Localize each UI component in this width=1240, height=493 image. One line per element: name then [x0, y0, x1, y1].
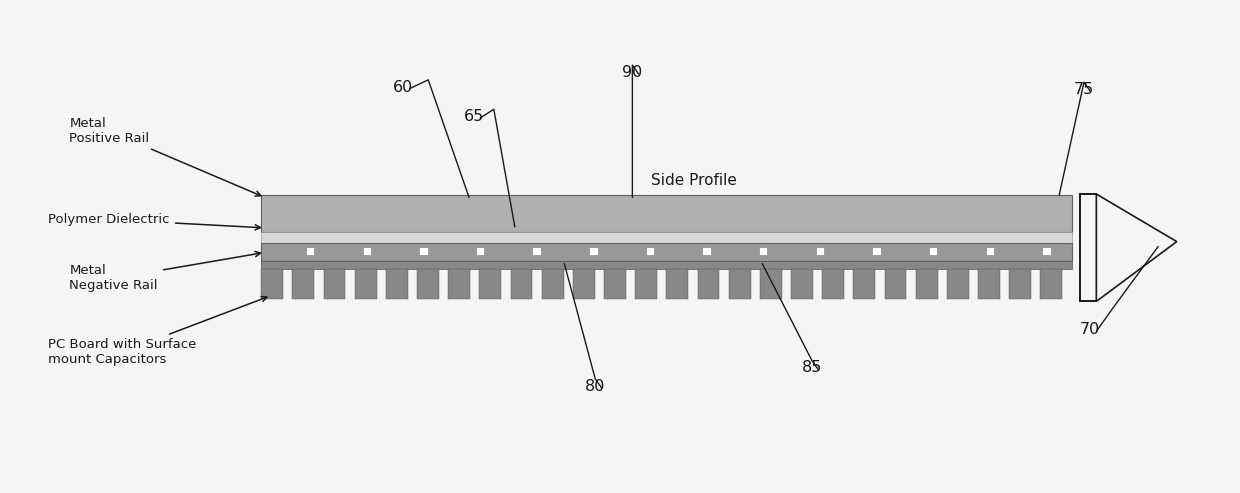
Bar — [293, 269, 314, 299]
Bar — [987, 248, 994, 255]
Bar — [573, 269, 595, 299]
Bar — [262, 232, 1071, 243]
Bar — [760, 269, 781, 299]
Bar — [853, 269, 875, 299]
Text: Side Profile: Side Profile — [651, 173, 737, 188]
Bar — [448, 269, 470, 299]
Bar — [729, 269, 750, 299]
Bar — [978, 269, 999, 299]
Bar — [647, 248, 655, 255]
Text: 75: 75 — [1074, 82, 1094, 97]
Bar — [930, 248, 937, 255]
Text: 80: 80 — [585, 379, 605, 394]
Bar — [884, 269, 906, 299]
Bar — [590, 248, 598, 255]
Text: 60: 60 — [393, 80, 414, 95]
Bar — [542, 269, 563, 299]
Bar — [262, 243, 1071, 261]
Bar — [947, 269, 968, 299]
Bar — [262, 261, 1071, 269]
Bar — [760, 248, 768, 255]
Bar — [1040, 269, 1063, 299]
Text: 70: 70 — [1080, 322, 1100, 338]
Bar — [916, 269, 937, 299]
Bar — [417, 269, 439, 299]
Text: Metal
Positive Rail: Metal Positive Rail — [69, 117, 260, 196]
Bar — [308, 248, 315, 255]
Bar — [477, 248, 485, 255]
Bar — [324, 269, 346, 299]
Bar — [817, 248, 825, 255]
Text: Polymer Dielectric: Polymer Dielectric — [48, 213, 260, 230]
Bar — [511, 269, 532, 299]
Bar — [698, 269, 719, 299]
Bar — [262, 195, 1071, 232]
Bar — [420, 248, 428, 255]
Bar — [666, 269, 688, 299]
Text: 85: 85 — [801, 360, 822, 375]
Bar — [1043, 248, 1050, 255]
Text: 65: 65 — [464, 109, 484, 124]
Bar — [703, 248, 711, 255]
Bar — [873, 248, 880, 255]
Bar — [480, 269, 501, 299]
Bar — [533, 248, 541, 255]
Bar — [822, 269, 844, 299]
Bar — [791, 269, 813, 299]
Bar — [363, 248, 371, 255]
Text: Metal
Negative Rail: Metal Negative Rail — [69, 251, 260, 292]
Text: PC Board with Surface
mount Capacitors: PC Board with Surface mount Capacitors — [48, 296, 267, 366]
Bar — [262, 269, 283, 299]
Bar — [604, 269, 626, 299]
Bar — [1009, 269, 1032, 299]
Bar — [635, 269, 657, 299]
Bar — [386, 269, 408, 299]
Bar — [355, 269, 377, 299]
Text: 90: 90 — [622, 65, 642, 80]
